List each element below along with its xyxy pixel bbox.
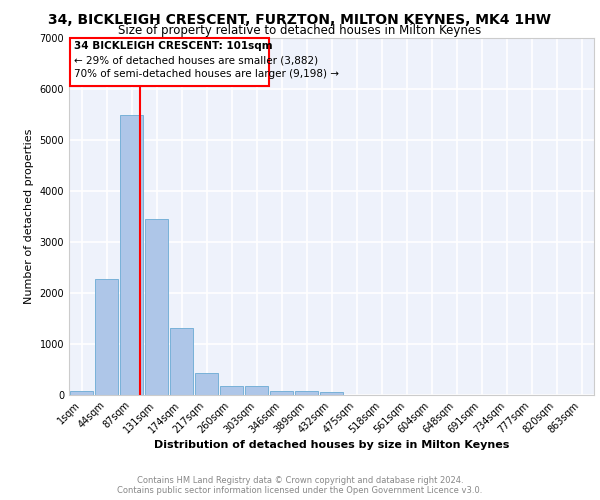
Bar bbox=[95, 278, 118, 395]
Text: Size of property relative to detached houses in Milton Keynes: Size of property relative to detached ho… bbox=[118, 24, 482, 37]
Bar bbox=[220, 386, 243, 395]
Text: 70% of semi-detached houses are larger (9,198) →: 70% of semi-detached houses are larger (… bbox=[74, 69, 339, 79]
Bar bbox=[270, 390, 293, 395]
Bar bbox=[320, 392, 343, 395]
Text: Contains HM Land Registry data © Crown copyright and database right 2024.
Contai: Contains HM Land Registry data © Crown c… bbox=[118, 476, 482, 495]
Y-axis label: Number of detached properties: Number of detached properties bbox=[24, 128, 34, 304]
Bar bbox=[70, 391, 93, 395]
Bar bbox=[170, 328, 193, 395]
Bar bbox=[295, 391, 318, 395]
Text: ← 29% of detached houses are smaller (3,882): ← 29% of detached houses are smaller (3,… bbox=[74, 56, 318, 66]
Text: 34, BICKLEIGH CRESCENT, FURZTON, MILTON KEYNES, MK4 1HW: 34, BICKLEIGH CRESCENT, FURZTON, MILTON … bbox=[49, 12, 551, 26]
Bar bbox=[145, 219, 168, 395]
FancyBboxPatch shape bbox=[70, 38, 269, 86]
Bar bbox=[195, 372, 218, 395]
Text: 34 BICKLEIGH CRESCENT: 101sqm: 34 BICKLEIGH CRESCENT: 101sqm bbox=[74, 40, 272, 50]
X-axis label: Distribution of detached houses by size in Milton Keynes: Distribution of detached houses by size … bbox=[154, 440, 509, 450]
Bar bbox=[245, 386, 268, 395]
Bar bbox=[120, 115, 143, 395]
